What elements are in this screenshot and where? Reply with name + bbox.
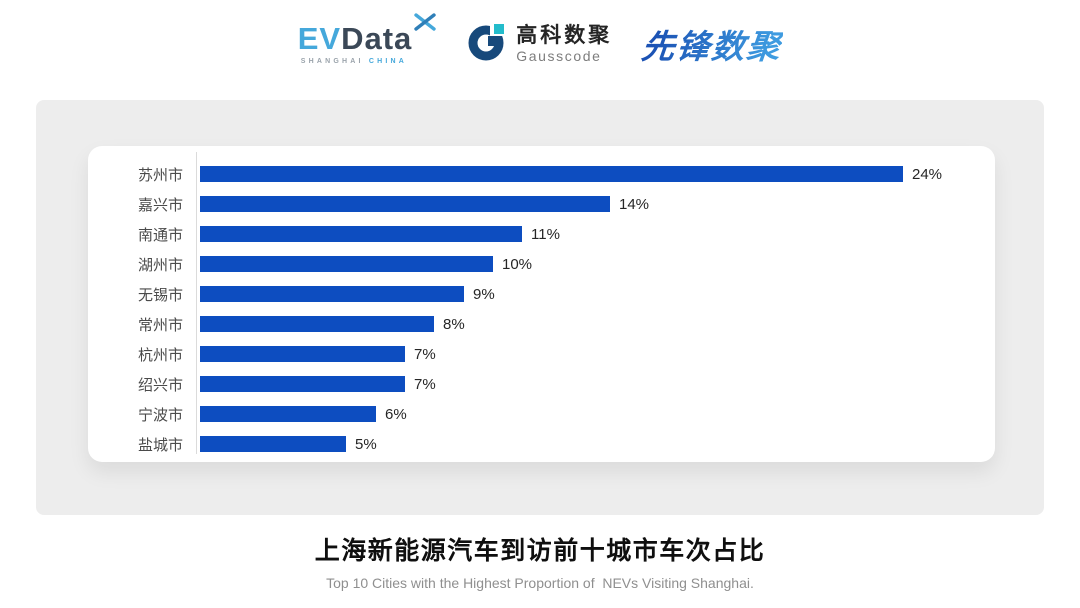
value-label: 11%: [531, 225, 560, 243]
bar-track: 14%: [196, 196, 995, 213]
bar: [200, 346, 405, 362]
category-label: 嘉兴市: [137, 196, 183, 214]
bar: [200, 286, 464, 302]
bar-track: 7%: [196, 346, 995, 363]
bar: [200, 406, 376, 422]
evdata-logo: EV Data SHANGHAI CHINA: [297, 13, 437, 65]
category-label: 盐城市: [137, 436, 183, 454]
category-label: 无锡市: [137, 286, 183, 304]
value-label: 6%: [385, 405, 407, 423]
chart-title: 上海新能源汽车到访前十城市车次占比: [314, 537, 766, 565]
bar-track: 5%: [196, 436, 995, 453]
y-axis-line: [196, 152, 197, 454]
bar-track: 9%: [196, 286, 995, 303]
gausscode-logo: 高科数聚 Gausscode: [466, 20, 612, 68]
header: EV Data SHANGHAI CHINA 高科数聚 Gausscod: [0, 13, 1080, 68]
category-label: 常州市: [137, 316, 183, 334]
gausscode-cn-name: 高科数聚: [516, 23, 613, 47]
bar-track: 10%: [196, 256, 995, 273]
value-label: 10%: [502, 255, 533, 273]
gausscode-g-icon: [466, 20, 509, 68]
bar-row: 绍兴市 7%: [88, 369, 995, 399]
bar: [200, 436, 346, 452]
category-label: 绍兴市: [137, 376, 183, 394]
bar: [200, 196, 610, 212]
evdata-x-icon: [414, 7, 436, 38]
bar-track: 24%: [196, 166, 995, 183]
bar-track: 8%: [196, 316, 995, 333]
category-label: 苏州市: [137, 166, 183, 184]
chart-card: 苏州市 24% 嘉兴市 14% 南通市 11% 湖州市 10% 无锡市 9% 常州市 8% 杭州市 7% 绍…: [88, 146, 995, 462]
bar-row: 嘉兴市 14%: [88, 189, 995, 219]
value-label: 5%: [355, 435, 377, 453]
bar-row: 湖州市 10%: [88, 249, 995, 279]
value-label: 7%: [414, 375, 436, 393]
chart-subtitle: Top 10 Cities with the Highest Proportio…: [326, 575, 754, 591]
chart-panel: 苏州市 24% 嘉兴市 14% 南通市 11% 湖州市 10% 无锡市 9% 常州市 8% 杭州市 7% 绍…: [36, 100, 1044, 515]
category-label: 湖州市: [137, 256, 183, 274]
bar-row: 苏州市 24%: [88, 159, 995, 189]
bar-track: 6%: [196, 406, 995, 423]
bar-rows: 苏州市 24% 嘉兴市 14% 南通市 11% 湖州市 10% 无锡市 9% 常州市 8% 杭州市 7% 绍…: [88, 159, 995, 459]
evdata-wordmark: EV Data: [297, 13, 437, 56]
category-label: 南通市: [137, 226, 183, 244]
value-label: 24%: [912, 165, 943, 183]
evdata-subline: SHANGHAI CHINA: [301, 58, 437, 65]
evdata-data-text: Data: [341, 21, 413, 56]
bar: [200, 256, 493, 272]
evdata-shanghai-text: SHANGHAI: [300, 58, 364, 65]
pioneer-logo: 先锋数聚: [640, 20, 785, 68]
gausscode-text: 高科数聚 Gausscode: [516, 24, 612, 64]
gausscode-en-name: Gausscode: [516, 48, 602, 65]
value-label: 14%: [619, 195, 650, 213]
bar-row: 南通市 11%: [88, 219, 995, 249]
bar-track: 7%: [196, 376, 995, 393]
value-label: 8%: [443, 315, 465, 333]
bar-row: 无锡市 9%: [88, 279, 995, 309]
bar-row: 盐城市 5%: [88, 429, 995, 459]
bar-row: 宁波市 6%: [88, 399, 995, 429]
category-label: 宁波市: [137, 406, 183, 424]
bar: [200, 226, 522, 242]
bar: [200, 376, 405, 392]
bar: [200, 166, 903, 182]
category-label: 杭州市: [137, 346, 183, 364]
value-label: 7%: [414, 345, 436, 363]
bar-row: 杭州市 7%: [88, 339, 995, 369]
evdata-china-text: CHINA: [368, 58, 407, 65]
footer: 上海新能源汽车到访前十城市车次占比 Top 10 Cities with the…: [0, 531, 1080, 591]
bar-track: 11%: [196, 226, 995, 243]
value-label: 9%: [473, 285, 495, 303]
bar-row: 常州市 8%: [88, 309, 995, 339]
bar: [200, 316, 434, 332]
evdata-ev-text: EV: [297, 21, 342, 56]
